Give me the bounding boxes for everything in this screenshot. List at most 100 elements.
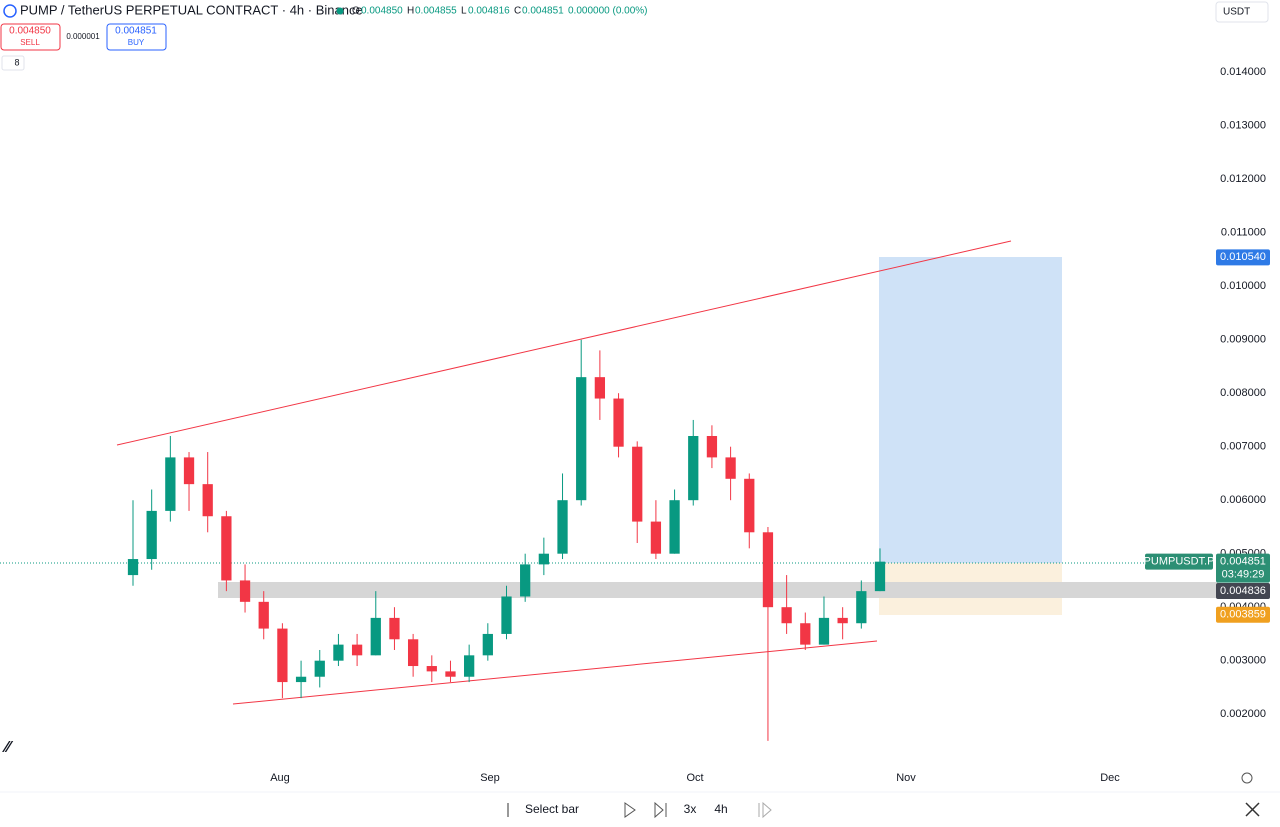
candle-body xyxy=(781,607,792,624)
candle-body xyxy=(576,377,587,501)
y-tick-label: 0.014000 xyxy=(1220,66,1266,78)
buy-label: BUY xyxy=(128,38,145,47)
candle-body xyxy=(818,617,830,645)
candle-body xyxy=(688,435,699,501)
candle-body xyxy=(314,660,325,677)
candle-body xyxy=(127,559,139,576)
candle-body xyxy=(538,553,549,565)
indicators-toggle[interactable] xyxy=(1,55,25,71)
open: 0.004850 xyxy=(361,6,403,17)
price-badges: 0.010540 0.004851 PUMPUSDT.P 03:49:29 0.0048… xyxy=(1144,249,1270,623)
symbol-title[interactable]: PUMP / TetherUS PERPETUAL CONTRACT · 4h … xyxy=(20,2,363,17)
candle-body xyxy=(295,676,307,683)
c-label: C xyxy=(514,6,521,17)
jump-button[interactable] xyxy=(758,801,772,819)
y-tick-label: 0.008000 xyxy=(1220,387,1266,399)
candle-body xyxy=(837,617,848,624)
play-button[interactable] xyxy=(624,802,636,818)
candle-body xyxy=(744,478,755,533)
candle-body xyxy=(632,446,643,522)
y-tick-label: 0.009000 xyxy=(1220,334,1266,346)
close-button[interactable] xyxy=(1245,802,1260,817)
y-tick-label: 0.006000 xyxy=(1220,494,1266,506)
x-tick-label: Sep xyxy=(480,772,500,784)
candle-body xyxy=(165,457,176,511)
x-tick-label: Aug xyxy=(270,772,290,784)
ticker-bg xyxy=(1145,553,1213,570)
x-tick-label: Dec xyxy=(1100,772,1120,784)
l-label: L xyxy=(461,6,467,17)
candle-body xyxy=(650,521,662,554)
high: 0.004855 xyxy=(415,6,457,17)
candle-body xyxy=(669,500,680,554)
buy-price: 0.004851 xyxy=(115,26,157,37)
currency[interactable]: USDT xyxy=(1223,7,1250,18)
candle-body xyxy=(239,580,251,602)
candle-body xyxy=(874,561,886,592)
o-label: O xyxy=(352,6,360,17)
candle-body xyxy=(557,500,568,554)
plot: 0.0020000.0030000.0040000.0050000.006000… xyxy=(127,66,1266,784)
candle-body xyxy=(482,633,493,656)
stop-price-bg xyxy=(1216,606,1270,623)
y-tick-label: 0.007000 xyxy=(1220,441,1266,453)
candle-body xyxy=(333,644,344,661)
market-status xyxy=(336,7,344,15)
interval[interactable]: 4h xyxy=(714,802,727,816)
y-tick-label: 0.013000 xyxy=(1220,120,1266,132)
candle-body xyxy=(725,457,736,479)
support-zone[interactable] xyxy=(218,582,1218,598)
candle-body xyxy=(856,591,867,624)
ticker: PUMPUSDT.P xyxy=(1144,556,1215,568)
step-button[interactable] xyxy=(654,801,667,819)
indicators-count: 8 xyxy=(14,57,19,67)
y-tick-label: 0.011000 xyxy=(1221,227,1266,239)
speed[interactable]: 3x xyxy=(684,802,697,816)
buy-button[interactable] xyxy=(106,23,167,51)
sell-price: 0.004850 xyxy=(9,26,51,37)
sell-label: SELL xyxy=(20,38,40,47)
candle-body xyxy=(202,484,213,517)
candle-body xyxy=(146,510,157,560)
candle-body xyxy=(594,377,606,399)
y-tick-label: 0.010000 xyxy=(1220,280,1266,292)
candle-body xyxy=(389,617,400,640)
stop-price: 0.003859 xyxy=(1220,609,1266,621)
low: 0.004816 xyxy=(468,6,510,17)
candle-body xyxy=(183,457,195,485)
select-bar[interactable]: Select bar xyxy=(525,802,579,816)
y-tick-label: 0.012000 xyxy=(1220,173,1266,185)
zone-price-bg xyxy=(1216,583,1270,599)
target-price-bg xyxy=(1216,249,1270,266)
change: 0.000000 (0.00%) xyxy=(568,6,648,17)
candle-body xyxy=(277,628,288,683)
upper-trendline[interactable] xyxy=(116,240,1012,446)
candle-body xyxy=(258,601,269,629)
spread: 0.000001 xyxy=(66,32,100,41)
symbol-icon xyxy=(3,4,17,18)
x-tick-label: Oct xyxy=(686,772,703,784)
h-label: H xyxy=(407,6,414,17)
target-price: 0.010540 xyxy=(1220,251,1266,263)
countdown-bg xyxy=(1216,566,1270,583)
candle-body xyxy=(464,655,475,677)
currency-box xyxy=(1215,1,1269,23)
settings-icon[interactable] xyxy=(1241,772,1253,784)
countdown: 03:49:29 xyxy=(1222,569,1265,581)
zone-price: 0.004836 xyxy=(1220,585,1266,597)
profit-zone[interactable] xyxy=(879,257,1062,563)
logo: ⁄⁄ xyxy=(2,739,14,756)
candle-body xyxy=(221,516,232,581)
candle-body xyxy=(800,623,811,645)
candle-body xyxy=(613,398,624,447)
last-price-bg xyxy=(1216,553,1270,570)
candle-body xyxy=(706,435,718,458)
candle-body xyxy=(520,564,531,597)
candle-body xyxy=(501,596,512,634)
sell-button[interactable] xyxy=(0,23,61,51)
candle-body xyxy=(351,644,363,656)
lower-trendline[interactable] xyxy=(232,640,878,705)
candle-body xyxy=(762,532,774,608)
